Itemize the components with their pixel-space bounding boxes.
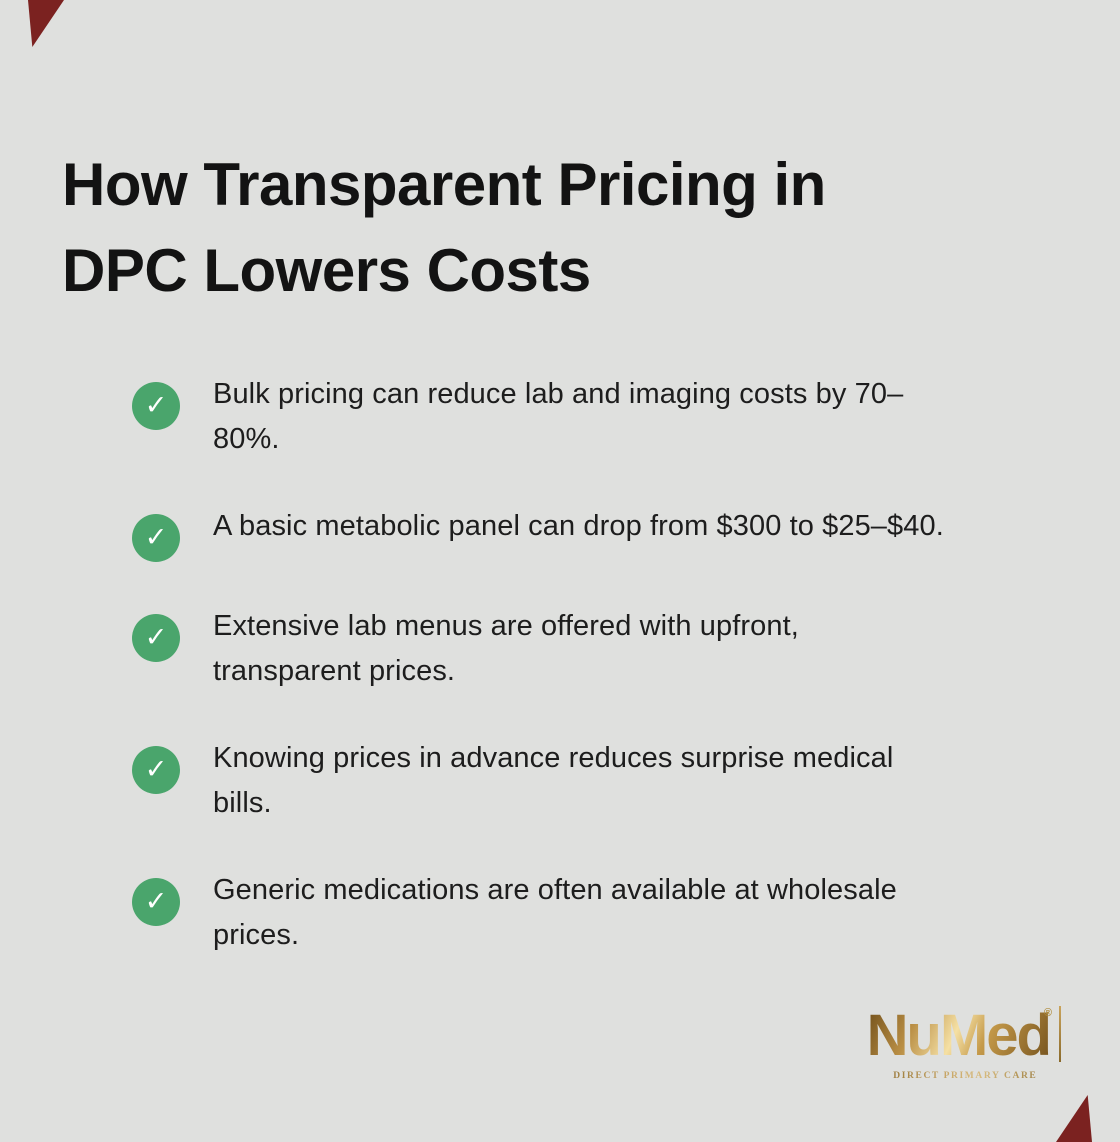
page-title: How Transparent Pricing in DPC Lowers Co… — [62, 142, 1062, 314]
corner-accent-top-left — [28, 0, 64, 47]
brand-divider-line — [1059, 1006, 1061, 1062]
page-title-line2: DPC Lowers Costs — [62, 237, 591, 305]
registered-trademark-icon: ® — [1043, 1007, 1052, 1019]
brand-logo: NuMed ® DIRECT PRIMARY CARE — [866, 1003, 1064, 1081]
checkmark-glyph: ✓ — [144, 885, 168, 917]
corner-accent-bottom-right — [1056, 1095, 1092, 1142]
checkmark-glyph: ✓ — [144, 753, 168, 785]
list-item: ✓ Bulk pricing can reduce lab and imaging… — [132, 372, 1065, 462]
check-icon: ✓ — [132, 614, 180, 662]
brand-tagline: DIRECT PRIMARY CARE — [867, 1071, 1064, 1081]
list-item-text: Knowing prices in advance reduces surpri… — [213, 742, 894, 819]
checkmark-glyph: ✓ — [144, 621, 168, 653]
list-item: ✓ A basic metabolic panel can drop from $… — [132, 504, 1065, 562]
list-item-text: Generic medications are often available … — [213, 874, 897, 951]
list-item: ✓ Extensive lab menus are offered with up… — [132, 604, 1065, 694]
list-item: ✓ Knowing prices in advance reduces surpr… — [132, 736, 1065, 826]
check-icon: ✓ — [132, 514, 180, 562]
list-item-text: Extensive lab menus are offered with upf… — [213, 610, 799, 687]
checkmark-glyph: ✓ — [144, 389, 168, 421]
check-icon: ✓ — [132, 382, 180, 430]
list-item-text: Bulk pricing can reduce lab and imaging … — [213, 378, 904, 455]
brand-wordmark: NuMed — [866, 1003, 1052, 1068]
list-item-text: A basic metabolic panel can drop from $3… — [213, 510, 944, 542]
check-icon: ✓ — [132, 878, 180, 926]
benefits-checklist: ✓ Bulk pricing can reduce lab and imaging… — [132, 372, 1065, 1000]
brand-logo-row: NuMed ® — [866, 1003, 1064, 1068]
checkmark-glyph: ✓ — [144, 521, 168, 553]
check-icon: ✓ — [132, 746, 180, 794]
list-item: ✓ Generic medications are often available… — [132, 868, 1065, 958]
page-title-line1: How Transparent Pricing in — [62, 151, 826, 219]
